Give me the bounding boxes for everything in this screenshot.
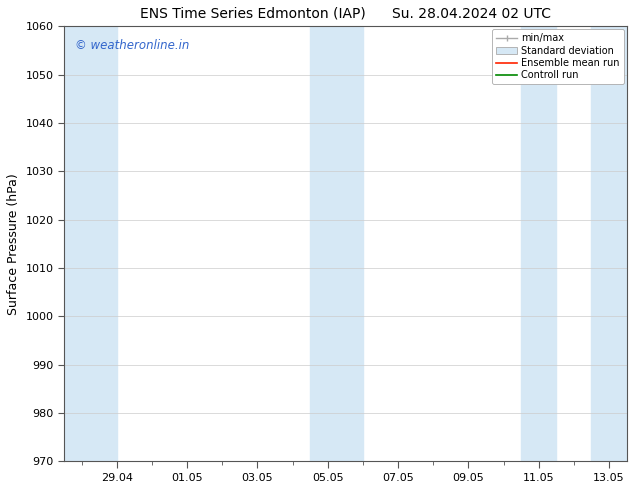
- Title: ENS Time Series Edmonton (IAP)      Su. 28.04.2024 02 UTC: ENS Time Series Edmonton (IAP) Su. 28.04…: [140, 7, 551, 21]
- Bar: [521, 26, 556, 461]
- Y-axis label: Surface Pressure (hPa): Surface Pressure (hPa): [7, 173, 20, 315]
- Text: © weatheronline.in: © weatheronline.in: [75, 39, 190, 52]
- Bar: [346, 26, 363, 461]
- Bar: [592, 26, 626, 461]
- Bar: [64, 26, 117, 461]
- Legend: min/max, Standard deviation, Ensemble mean run, Controll run: min/max, Standard deviation, Ensemble me…: [492, 29, 624, 84]
- Bar: [310, 26, 346, 461]
